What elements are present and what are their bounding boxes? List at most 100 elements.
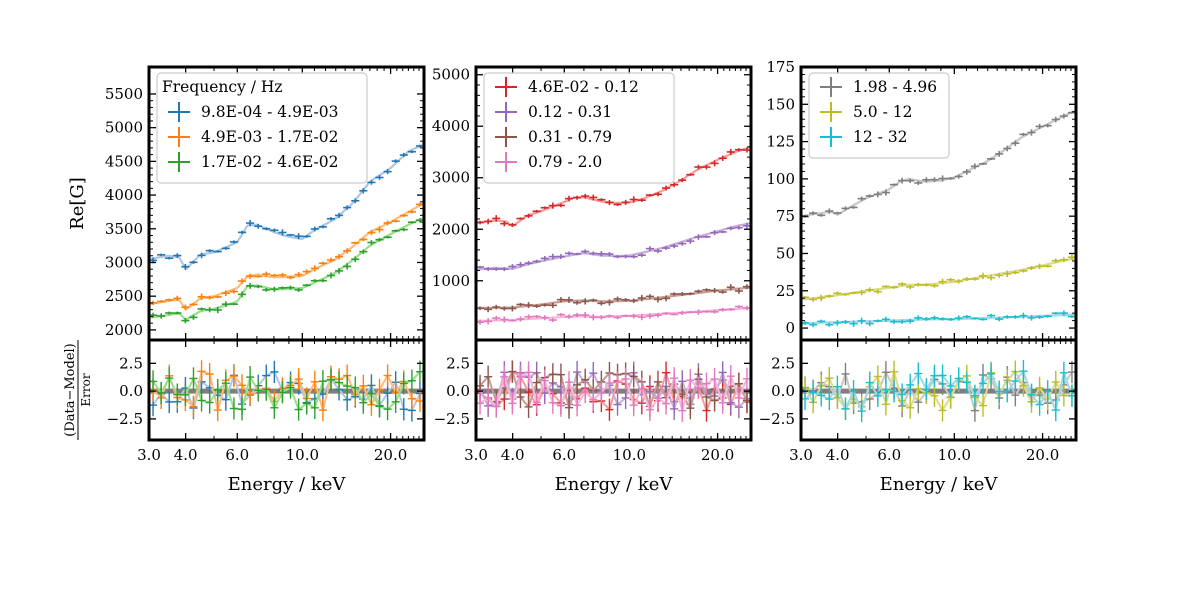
- legend-box: [156, 72, 368, 184]
- residual-line-1-7e-02-4-6e-02: [152, 371, 421, 412]
- series-5-0-12: [801, 254, 1076, 302]
- y-axis-label: Re[G]: [67, 177, 88, 230]
- x-axis-label: Energy / keV: [555, 474, 674, 495]
- model-line-0-31-0-79: [476, 286, 751, 310]
- x-tick-label: 10.0: [613, 446, 646, 464]
- x-tick-label: 10.0: [286, 446, 319, 464]
- model-line-4-9e-03-1-7e-02: [149, 202, 424, 312]
- x-tick-label: 4.0: [174, 446, 198, 464]
- x-tick-label: 4.0: [826, 446, 850, 464]
- y-tick-label: 1000: [432, 272, 470, 290]
- y-tick-label: 25: [776, 282, 795, 300]
- residual-y-tick-label: 2.5: [771, 354, 795, 372]
- panel-1: 2000 2500 3000 3500 4000 4500 5000 5500 −2.5 0.0 2…: [63, 65, 426, 495]
- y-tick-label: 3500: [105, 220, 143, 238]
- x-tick-label: 3.0: [137, 446, 161, 464]
- legend-label: 0.79 - 2.0: [528, 153, 602, 171]
- legend-label: 4.6E-02 - 0.12: [528, 78, 639, 96]
- legend: 4.6E-02 - 0.12 0.12 - 0.31 0.31 - 0.79 0.79…: [483, 72, 675, 184]
- x-tick-label: 20.0: [374, 446, 407, 464]
- series-0-31-0-79: [476, 284, 751, 313]
- series-1-98-4-96: [801, 109, 1076, 219]
- y-tick-label: 100: [766, 170, 795, 188]
- residual-y-tick-label: 2.5: [446, 354, 470, 372]
- y-tick-label: 2000: [432, 220, 470, 238]
- legend-label: 1.98 - 4.96: [853, 78, 937, 96]
- legend-item-0-79-2-0: 0.79 - 2.0: [495, 152, 602, 172]
- main-plot-area: [476, 145, 751, 325]
- residual-label-denominator: Error: [79, 373, 93, 406]
- legend-item-4-6e-02-0-12: 4.6E-02 - 0.12: [495, 77, 639, 97]
- residual-y-tick-label: −2.5: [759, 410, 795, 428]
- y-tick-label: 4000: [105, 186, 143, 204]
- residual-line-5-0-12: [804, 367, 1073, 413]
- legend: 1.98 - 4.96 5.0 - 12 12 - 32: [808, 72, 950, 159]
- legend-label: 0.31 - 0.79: [528, 128, 612, 146]
- panel-2: 1000 2000 3000 4000 5000 −2.5 0.0 2.5 3.0 4.0 6.0 1…: [432, 65, 753, 495]
- y-tick-label: 4500: [105, 152, 143, 170]
- model-line-5-0-12: [801, 256, 1076, 301]
- y-tick-label: 5500: [105, 85, 143, 103]
- residual-plot-area: [801, 360, 1076, 423]
- legend-label: 12 - 32: [853, 128, 908, 146]
- series-4-9e-03-1-7e-02: [149, 202, 424, 312]
- x-tick-label: 6.0: [225, 446, 249, 464]
- x-tick-label: 20.0: [1026, 446, 1059, 464]
- main-plot-area: [801, 109, 1076, 328]
- residual-line-1-98-4-96: [804, 369, 1073, 411]
- legend-label: 9.8E-04 - 4.9E-03: [201, 103, 339, 121]
- residual-plot-area: [476, 360, 751, 422]
- legend-item-4-9e-03-1-7e-02: 4.9E-03 - 1.7E-02: [168, 127, 339, 147]
- y-tick-label: 2000: [105, 321, 143, 339]
- legend-label: 0.12 - 0.31: [528, 103, 612, 121]
- residual-axes-frame: [147, 338, 426, 442]
- y-tick-label: 150: [766, 95, 795, 113]
- legend-item-1-7e-02-4-6e-02: 1.7E-02 - 4.6E-02: [168, 152, 339, 172]
- y-tick-label: 2500: [105, 287, 143, 305]
- legend-label: 1.7E-02 - 4.6E-02: [201, 153, 339, 171]
- x-tick-label: 10.0: [938, 446, 971, 464]
- series-1-7e-02-4-6e-02: [149, 216, 424, 324]
- series-9-8e-04-4-9e-03: [149, 143, 424, 272]
- model-line-1-7e-02-4-6e-02: [149, 216, 424, 322]
- model-line-0-12-0-31: [476, 222, 751, 271]
- x-axis-label: Energy / keV: [880, 474, 999, 495]
- model-line-9-8e-04-4-9e-03: [149, 143, 424, 272]
- residual-y-tick-label: 0.0: [446, 382, 470, 400]
- x-tick-label: 3.0: [464, 446, 488, 464]
- residual-label-numerator: (Data−Model): [63, 343, 78, 437]
- y-tick-label: 3000: [432, 169, 470, 187]
- legend-box: [483, 72, 675, 184]
- legend-item-0-12-0-31: 0.12 - 0.31: [495, 102, 612, 122]
- series-0-79-2-0: [476, 305, 751, 325]
- series-12-32: [801, 310, 1076, 328]
- x-tick-label: 20.0: [701, 446, 734, 464]
- panel-3: 0 25 50 75 100 125 150 175 −2.5 0.0 2.5 3.0 4.0 6.0 10…: [759, 58, 1078, 495]
- y-tick-label: 5000: [105, 119, 143, 137]
- legend-label: 5.0 - 12: [853, 103, 912, 121]
- y-tick-label: 175: [766, 58, 795, 76]
- x-tick-label: 3.0: [789, 446, 813, 464]
- residual-y-axis-label: (Data−Model) Error: [63, 340, 93, 440]
- residual-axes-frame: [799, 338, 1078, 442]
- y-tick-label: 0: [785, 319, 795, 337]
- residual-axes-frame: [474, 338, 753, 442]
- legend-label: 4.9E-03 - 1.7E-02: [201, 128, 339, 146]
- legend-title: Frequency / Hz: [162, 78, 283, 96]
- y-tick-label: 4000: [432, 117, 470, 135]
- series-0-12-0-31: [476, 222, 751, 272]
- y-tick-label: 5000: [432, 66, 470, 84]
- legend-item-5-0-12: 5.0 - 12: [820, 102, 912, 122]
- y-tick-label: 125: [766, 133, 795, 151]
- legend-item-9-8e-04-4-9e-03: 9.8E-04 - 4.9E-03: [168, 102, 339, 122]
- legend-box: [808, 72, 950, 159]
- residual-y-tick-label: 0.0: [771, 382, 795, 400]
- residual-plot-area: [149, 360, 424, 422]
- y-tick-label: 50: [776, 244, 795, 262]
- residual-y-tick-label: 0.0: [119, 382, 143, 400]
- y-tick-label: 3000: [105, 253, 143, 271]
- main-plot-area: [149, 143, 424, 324]
- legend-item-0-31-0-79: 0.31 - 0.79: [495, 127, 612, 147]
- legend-item-12-32: 12 - 32: [820, 127, 908, 147]
